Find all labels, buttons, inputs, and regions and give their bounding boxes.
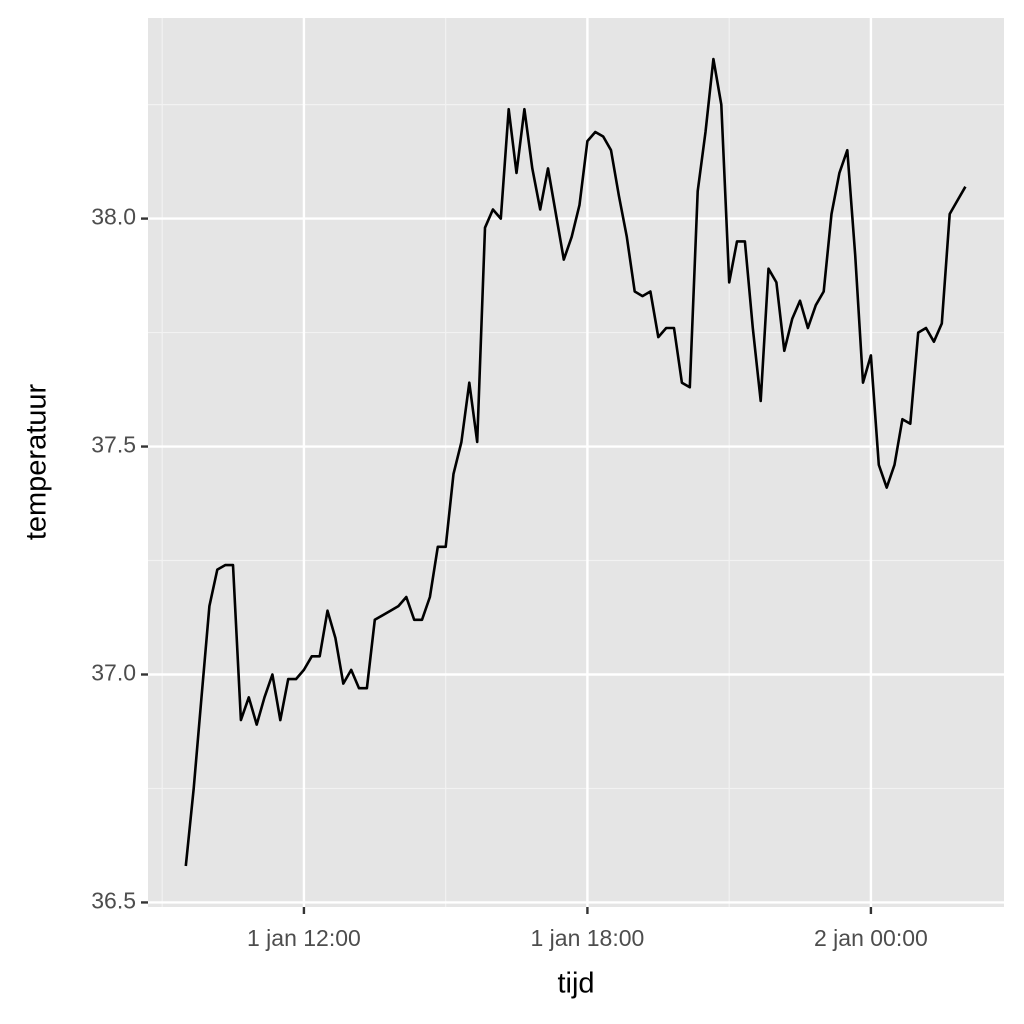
y-axis-title: temperatuur — [21, 383, 53, 540]
panel — [148, 18, 1004, 907]
y-tick-label: 37.5 — [91, 432, 136, 458]
line — [184, 57, 967, 867]
x-tick-label: 2 jan 00:00 — [814, 925, 928, 951]
y-tick-label: 37.0 — [91, 660, 136, 686]
x-axis-title: tijd — [557, 968, 594, 1000]
x-tick-label: 1 jan 18:00 — [531, 925, 645, 951]
y-tick-label: 38.0 — [91, 204, 136, 230]
y-tick-label: 36.5 — [91, 888, 136, 914]
x-tick-label: 1 jan 12:00 — [247, 925, 361, 951]
